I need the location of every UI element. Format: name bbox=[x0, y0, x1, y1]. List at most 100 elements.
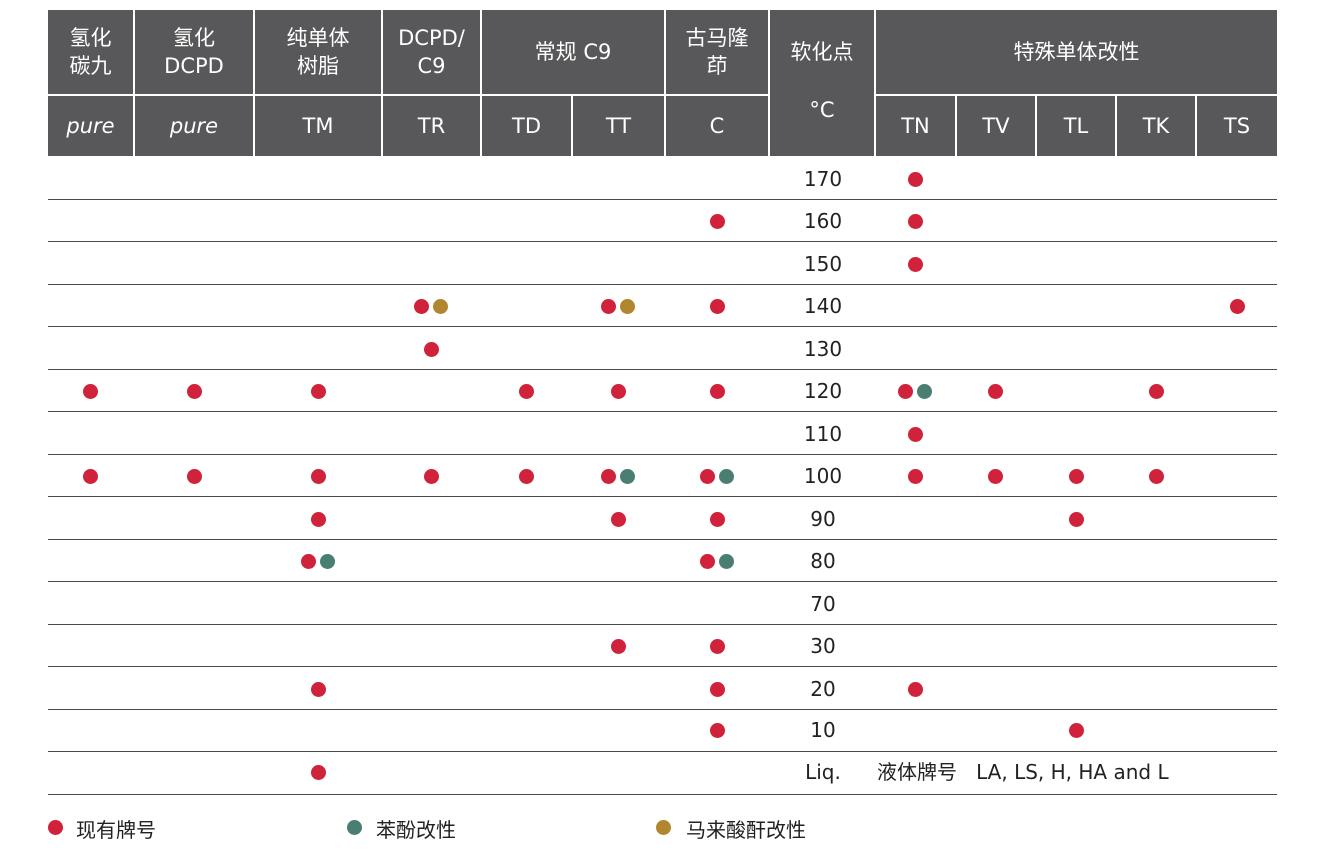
existing-marker-icon bbox=[601, 298, 616, 314]
code-label: TM bbox=[302, 114, 334, 138]
existing-marker-icon bbox=[423, 341, 439, 357]
code-cell: TK bbox=[1117, 96, 1195, 156]
existing-marker-icon bbox=[907, 426, 923, 442]
row-divider bbox=[48, 284, 1277, 285]
existing-marker-icon bbox=[518, 383, 534, 399]
code-cell: TR bbox=[383, 96, 480, 156]
code-cell: TS bbox=[1197, 96, 1277, 156]
existing-marker-icon bbox=[907, 171, 923, 187]
header-label: 特殊单体改性 bbox=[1013, 40, 1140, 64]
row-divider bbox=[48, 666, 1277, 667]
existing-marker-icon bbox=[709, 383, 725, 399]
phenol-marker-icon bbox=[719, 468, 734, 484]
legend-label-phenol: 苯酚改性 bbox=[376, 818, 456, 842]
code-cell: TM bbox=[255, 96, 381, 156]
existing-marker-icon bbox=[310, 681, 326, 697]
existing-marker-icon bbox=[907, 468, 923, 484]
phenol-marker-icon bbox=[917, 383, 932, 399]
existing-marker-icon bbox=[186, 468, 202, 484]
softening-point-value: 70 bbox=[810, 592, 836, 616]
row-divider bbox=[48, 241, 1277, 242]
existing-marker-icon bbox=[610, 511, 626, 527]
row-divider bbox=[48, 454, 1277, 455]
softening-point-value: 140 bbox=[803, 294, 843, 318]
row-divider bbox=[48, 411, 1277, 412]
existing-marker-icon bbox=[987, 468, 1003, 484]
existing-marker-icon bbox=[82, 468, 98, 484]
header-coumarone-indene: 古马隆 茚 bbox=[666, 10, 768, 94]
row-divider bbox=[48, 751, 1277, 752]
existing-marker-icon bbox=[709, 511, 725, 527]
existing-marker-icon bbox=[907, 681, 923, 697]
header-label: 氢化 DCPD bbox=[164, 26, 224, 78]
code-cell: TL bbox=[1037, 96, 1115, 156]
softening-point-value: 110 bbox=[803, 422, 843, 446]
row-divider bbox=[48, 709, 1277, 710]
existing-marker-icon bbox=[709, 298, 725, 314]
existing-marker-icon bbox=[423, 468, 439, 484]
code-label: TS bbox=[1223, 114, 1251, 138]
existing-marker-icon bbox=[1229, 298, 1245, 314]
softening-point-value: 80 bbox=[810, 549, 836, 573]
header-hydrogenated-dcpd: 氢化 DCPD bbox=[135, 10, 253, 94]
header-label: 常规 C9 bbox=[534, 40, 612, 64]
row-divider bbox=[48, 539, 1277, 540]
row-divider bbox=[48, 326, 1277, 327]
code-cell: TN bbox=[876, 96, 955, 156]
softening-point-value: 150 bbox=[803, 252, 843, 276]
softening-point-value: 30 bbox=[810, 634, 836, 658]
maleic-modified-marker-icon bbox=[656, 820, 671, 835]
existing-marker-icon bbox=[700, 468, 715, 484]
code-cell: TD bbox=[482, 96, 571, 156]
existing-marker-icon bbox=[700, 553, 715, 569]
header-regular-c9: 常规 C9 bbox=[482, 10, 664, 94]
header-label: DCPD/ C9 bbox=[398, 26, 465, 78]
softening-point-value: 130 bbox=[803, 337, 843, 361]
existing-marker-icon bbox=[610, 638, 626, 654]
code-label: C bbox=[709, 114, 725, 138]
softening-point-value: 170 bbox=[803, 167, 843, 191]
code-cell: pure bbox=[135, 96, 253, 156]
header-label: 软化点 bbox=[790, 40, 854, 64]
code-label: TL bbox=[1063, 114, 1089, 138]
liquid-grades-note: 液体牌号 LA, LS, H, HA and L bbox=[877, 760, 1169, 784]
softening-point-value: 120 bbox=[803, 379, 843, 403]
existing-marker-icon bbox=[301, 553, 316, 569]
existing-marker-icon bbox=[709, 722, 725, 738]
code-label: TK bbox=[1142, 114, 1170, 138]
existing-grade-marker-icon bbox=[48, 820, 63, 835]
header-special-monomer: 特殊单体改性 bbox=[876, 10, 1277, 94]
header-hydrogenated-c9: 氢化 碳九 bbox=[48, 10, 133, 94]
existing-marker-icon bbox=[310, 511, 326, 527]
header-softening-point: 软化点 °C bbox=[770, 10, 874, 156]
existing-marker-icon bbox=[1148, 468, 1164, 484]
row-divider bbox=[48, 794, 1277, 795]
code-cell: pure bbox=[48, 96, 133, 156]
existing-marker-icon bbox=[310, 468, 326, 484]
existing-marker-icon bbox=[310, 764, 326, 780]
existing-marker-icon bbox=[1068, 511, 1084, 527]
code-label: TR bbox=[417, 114, 446, 138]
existing-marker-icon bbox=[709, 681, 725, 697]
code-label: TN bbox=[901, 114, 930, 138]
existing-marker-icon bbox=[709, 213, 725, 229]
existing-marker-icon bbox=[601, 468, 616, 484]
existing-marker-icon bbox=[907, 213, 923, 229]
phenol-marker-icon bbox=[719, 553, 734, 569]
existing-marker-icon bbox=[310, 383, 326, 399]
existing-marker-icon bbox=[414, 298, 429, 314]
code-label: TV bbox=[982, 114, 1010, 138]
row-divider bbox=[48, 496, 1277, 497]
softening-point-value: 100 bbox=[803, 464, 843, 488]
phenol-marker-icon bbox=[320, 553, 335, 569]
phenol-marker-icon bbox=[620, 468, 635, 484]
code-label: TD bbox=[512, 114, 541, 138]
phenol-modified-marker-icon bbox=[347, 820, 362, 835]
row-divider bbox=[48, 624, 1277, 625]
existing-marker-icon bbox=[907, 256, 923, 272]
header-label: 纯单体 树脂 bbox=[286, 26, 350, 78]
header-pure-monomer: 纯单体 树脂 bbox=[255, 10, 381, 94]
header-label: 古马隆 茚 bbox=[685, 26, 749, 78]
existing-marker-icon bbox=[82, 383, 98, 399]
